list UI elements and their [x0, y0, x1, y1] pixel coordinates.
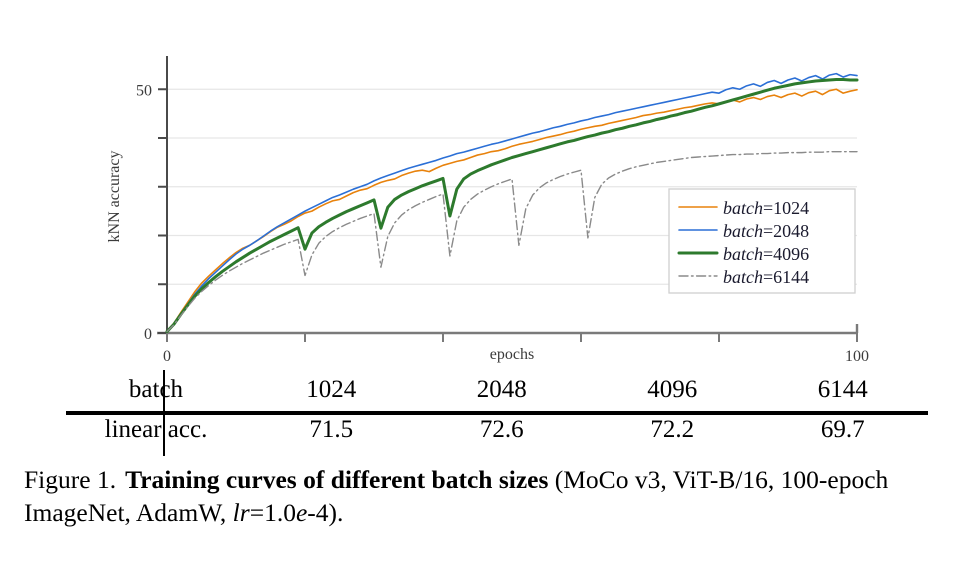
series-lines	[165, 72, 859, 334]
legend-label-batch-2048[interactable]: batch=2048	[723, 221, 809, 241]
table-row-header-linear-acc: linear acc.	[104, 416, 208, 443]
axis-titles: epochs kNN accuracy	[106, 151, 534, 363]
training-curves-chart: 0 50 0 100 epochs kNN accuracy batch=1024 bat…	[0, 28, 973, 368]
table-cell-acc-1: 72.6	[479, 416, 524, 443]
table-row: batch 1024 2048 4096 6144	[66, 370, 928, 410]
table-cell-acc-3: 69.7	[820, 416, 865, 443]
table-row-header-batch: batch	[128, 376, 184, 403]
table-cell-batch-3: 6144	[817, 376, 868, 403]
chart-legend[interactable]: batch=1024 batch=2048 batch=4096 batch=6144	[668, 188, 856, 294]
legend-label-batch-1024[interactable]: batch=1024	[723, 198, 809, 218]
table-cell-batch-1: 2048	[476, 376, 527, 403]
caption-lr-exponent-e: e	[295, 498, 308, 527]
tick-marks	[158, 88, 858, 342]
legend-label-batch-4096[interactable]: batch=4096	[723, 244, 809, 264]
table-row: linear acc. 71.5 72.6 72.2 69.7	[66, 410, 928, 450]
caption-line2-a: ViT-B/16, 100-epoch ImageNet, AdamW,	[24, 465, 889, 527]
table-cell-batch-2: 4096	[647, 376, 698, 403]
y-tick-label: 50	[136, 82, 152, 99]
x-axis-title: epochs	[490, 346, 534, 363]
chart-axes	[157, 56, 859, 335]
tick-labels: 0 50 0 100	[136, 82, 869, 365]
table-middle-rule	[66, 411, 928, 415]
series-line-batch-1024	[166, 88, 858, 332]
table-cell-acc-2: 72.2	[650, 416, 695, 443]
y-tick-label: 0	[144, 326, 152, 343]
table-cell-batch-0: 1024	[306, 376, 357, 403]
series-line-batch-2048	[166, 72, 858, 333]
caption-rest-line1: (MoCo v3,	[548, 465, 667, 494]
x-tick-label: 100	[845, 348, 869, 365]
results-table: batch 1024 2048 4096 6144 linear acc. 71…	[66, 370, 928, 456]
caption-lr-tail: -4).	[307, 498, 344, 527]
series-line-batch-6144	[166, 150, 858, 333]
y-axis-title: kNN accuracy	[106, 151, 123, 243]
figure-caption: Figure 1. Training curves of different ba…	[24, 463, 949, 529]
figure-label: Figure 1.	[24, 465, 117, 494]
series-line-batch-4096	[165, 78, 859, 334]
legend-label-batch-6144[interactable]: batch=6144	[723, 267, 809, 287]
x-tick-label: 0	[163, 348, 171, 365]
table-cell-acc-0: 71.5	[309, 416, 354, 443]
caption-lr-value: =1.0	[249, 498, 296, 527]
caption-bold-title: Training curves of different batch sizes	[125, 465, 549, 494]
caption-lr-symbol: lr	[232, 498, 250, 527]
